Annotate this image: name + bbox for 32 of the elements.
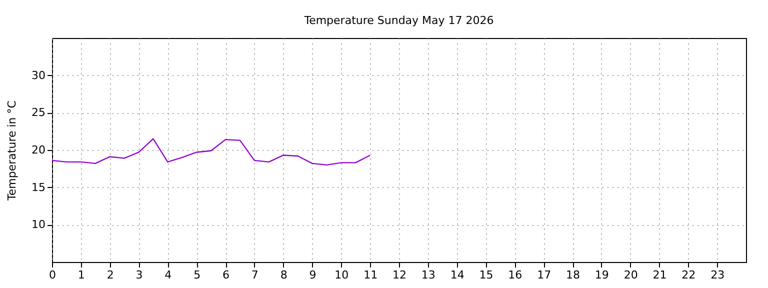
x-tick-label: 9 — [309, 268, 316, 282]
y-tick-label: 25 — [32, 106, 46, 120]
x-tick-label: 13 — [421, 268, 436, 282]
y-tick-label: 30 — [32, 68, 46, 82]
x-tick-label: 0 — [49, 268, 56, 282]
x-tick-label: 4 — [164, 268, 172, 282]
x-tick-label: 5 — [194, 268, 201, 282]
x-tick-label: 23 — [710, 268, 725, 282]
y-tick-label: 15 — [32, 180, 46, 194]
x-tick-label: 10 — [334, 268, 349, 282]
x-tick-label: 7 — [251, 268, 258, 282]
x-tick-label: 3 — [136, 268, 143, 282]
x-tick-label: 11 — [364, 268, 378, 282]
y-tick-label: 20 — [32, 144, 46, 156]
chart-title: Temperature Sunday May 17 2026 — [303, 14, 494, 27]
x-tick-label: 15 — [479, 268, 494, 282]
y-tick-label: 10 — [32, 218, 46, 232]
x-tick-label: 20 — [624, 268, 638, 282]
x-tick-label: 17 — [537, 268, 552, 282]
y-axis-title: Temperature in °C — [6, 100, 19, 202]
x-tick-label: 16 — [508, 268, 522, 282]
line-series — [51, 138, 371, 166]
x-tick-label: 18 — [566, 268, 580, 282]
x-tick-label: 8 — [280, 268, 288, 282]
x-tick-label: 12 — [392, 268, 406, 282]
x-tick-label: 1 — [78, 268, 85, 282]
x-tick-label: 22 — [682, 268, 696, 282]
x-tick-label: 6 — [222, 268, 230, 282]
x-tick-label: 14 — [450, 268, 464, 282]
x-tick-label: 19 — [594, 268, 609, 282]
x-tick-label: 2 — [106, 268, 114, 282]
x-tick-label: 21 — [652, 268, 667, 282]
